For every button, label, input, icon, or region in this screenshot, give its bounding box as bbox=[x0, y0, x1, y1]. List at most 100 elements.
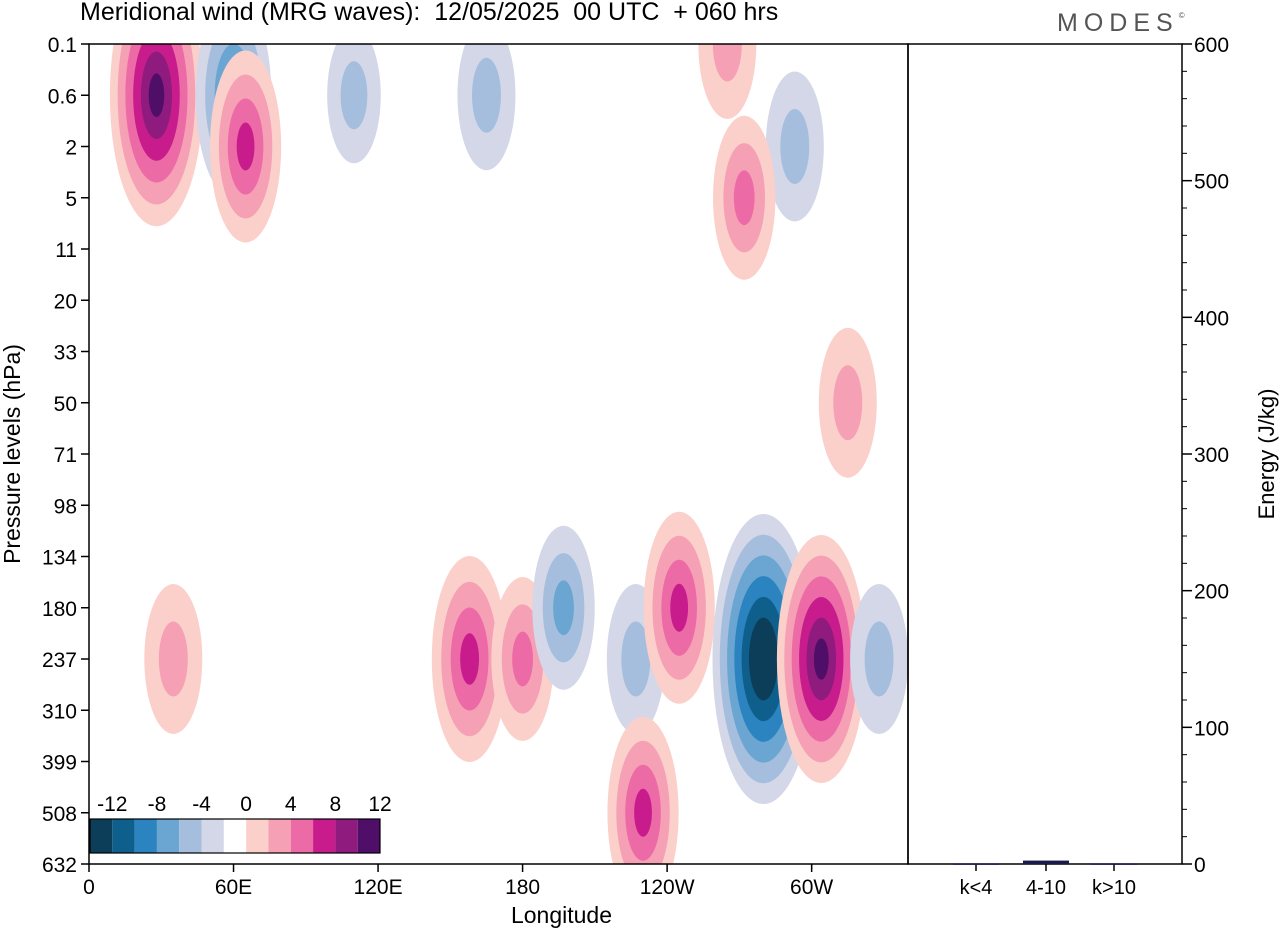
contour-band bbox=[833, 365, 863, 441]
colorbar-swatch bbox=[156, 819, 180, 853]
contour-band bbox=[780, 109, 810, 184]
colorbar-swatch bbox=[290, 819, 314, 853]
contour-feature bbox=[850, 584, 908, 734]
y-tick-label: 33 bbox=[54, 342, 77, 365]
axes: 0.1 0.6 2 5 11 20 33 50 71 98 134 180 237 310 399 508 63… bbox=[0, 34, 1183, 928]
colorbar-swatch bbox=[335, 819, 358, 853]
y-tick-label: 632 bbox=[42, 854, 77, 877]
y-tick-label: 20 bbox=[54, 290, 77, 313]
contour-feature bbox=[457, 44, 516, 171]
contour-feature bbox=[698, 44, 757, 119]
energy-y-tick-label: 0 bbox=[1194, 854, 1206, 877]
y-tick-label: 5 bbox=[65, 188, 77, 211]
x-tick-label: 120E bbox=[354, 876, 403, 899]
contour-feature bbox=[765, 71, 824, 222]
colorbar-swatch bbox=[313, 819, 336, 853]
energy-y-tick-label: 400 bbox=[1194, 307, 1229, 330]
contour-band bbox=[813, 638, 829, 680]
energy-category-label: k<4 bbox=[960, 877, 993, 899]
energy-frame bbox=[907, 43, 1183, 865]
contour-band bbox=[864, 621, 894, 697]
contour-feature bbox=[643, 511, 715, 704]
colorbar-swatch bbox=[268, 819, 291, 853]
colorbar-swatch bbox=[90, 819, 113, 853]
y-tick-label: 50 bbox=[54, 393, 77, 416]
contour-field bbox=[109, 44, 908, 864]
colorbar-swatch bbox=[246, 819, 269, 853]
energy-y-tick-label: 500 bbox=[1194, 171, 1229, 194]
y-tick-label: 71 bbox=[54, 444, 77, 467]
contour-band bbox=[712, 44, 742, 82]
contour-feature bbox=[818, 327, 877, 478]
energy-y-tick-label: 100 bbox=[1194, 717, 1229, 740]
contour-band bbox=[553, 580, 574, 636]
colorbar-label: 0 bbox=[240, 793, 252, 816]
colorbar-frame bbox=[89, 818, 381, 854]
colorbar-swatch bbox=[134, 819, 157, 853]
energy-panel: 0 100 200 300 400 500 600 Energy (J/kg) k<4 4-10 k… bbox=[953, 34, 1279, 899]
colorbar-label: 12 bbox=[368, 793, 391, 816]
contour-band bbox=[340, 61, 368, 130]
colorbar-label: -4 bbox=[192, 793, 211, 816]
contour-feature bbox=[532, 525, 595, 690]
contour-feature bbox=[209, 50, 282, 243]
contour-band bbox=[634, 788, 652, 837]
energy-axis-label: Energy (J/kg) bbox=[1254, 389, 1279, 520]
contour-feature bbox=[713, 115, 776, 280]
contour-feature bbox=[431, 556, 508, 762]
y-tick-label: 98 bbox=[54, 495, 77, 518]
contour-band bbox=[236, 122, 255, 171]
x-axis-label: Longitude bbox=[511, 902, 612, 928]
y-tick-label: 11 bbox=[55, 239, 77, 262]
y-tick-label: 2 bbox=[65, 137, 77, 160]
energy-category-label: 4-10 bbox=[1026, 877, 1066, 899]
contour-band bbox=[670, 583, 689, 632]
x-tick-label: 60W bbox=[790, 876, 833, 899]
colorbar-label: -12 bbox=[97, 793, 127, 816]
colorbar-swatch bbox=[223, 819, 247, 853]
y-tick-label: 310 bbox=[42, 700, 77, 723]
contour-band bbox=[621, 621, 651, 697]
contour-feature bbox=[607, 716, 679, 864]
colorbar-label: -8 bbox=[148, 793, 167, 816]
x-tick-label: 0 bbox=[83, 876, 95, 899]
y-tick-label: 237 bbox=[42, 649, 77, 672]
contour-band bbox=[148, 73, 165, 118]
x-tick-label: 180 bbox=[505, 876, 540, 899]
contour-band bbox=[471, 57, 501, 133]
colorbar-label: 4 bbox=[285, 793, 297, 816]
contour-band bbox=[460, 633, 480, 685]
energy-y-tick-label: 300 bbox=[1194, 444, 1229, 467]
energy-category-label: k>10 bbox=[1092, 877, 1136, 899]
chart-title: Meridional wind (MRG waves): 12/05/2025 … bbox=[80, 0, 779, 26]
contour-feature bbox=[109, 44, 204, 227]
y-axis-label: Pressure levels (hPa) bbox=[0, 344, 25, 564]
contour-feature bbox=[327, 44, 381, 164]
colorbar-label: 8 bbox=[330, 793, 342, 816]
contour-band bbox=[733, 170, 755, 226]
y-tick-label: 0.1 bbox=[48, 34, 77, 57]
energy-bar bbox=[1023, 860, 1069, 864]
y-tick-label: 399 bbox=[42, 752, 77, 775]
colorbar-swatch bbox=[357, 819, 380, 853]
energy-bar bbox=[1091, 863, 1137, 865]
colorbar-swatch bbox=[201, 819, 224, 853]
y-tick-label: 180 bbox=[42, 598, 77, 621]
contour-band bbox=[158, 621, 188, 697]
y-tick-label: 134 bbox=[42, 547, 77, 570]
energy-bar bbox=[953, 863, 999, 865]
y-tick-label: 0.6 bbox=[48, 85, 77, 108]
contour-band bbox=[512, 631, 533, 687]
colorbar-swatch bbox=[179, 819, 202, 853]
x-tick-label: 60E bbox=[215, 876, 252, 899]
colorbar-swatch bbox=[112, 819, 135, 853]
contour-feature bbox=[144, 584, 203, 734]
x-tick-label: 120W bbox=[640, 876, 695, 899]
colorbar: -12 -8 -4 0 4 8 12 bbox=[89, 793, 392, 854]
energy-y-tick-label: 200 bbox=[1194, 581, 1229, 604]
modes-logo: MODES© bbox=[1057, 9, 1185, 37]
energy-y-tick-label: 600 bbox=[1194, 34, 1229, 57]
contour-band bbox=[756, 638, 771, 680]
y-tick-label: 508 bbox=[42, 803, 77, 826]
